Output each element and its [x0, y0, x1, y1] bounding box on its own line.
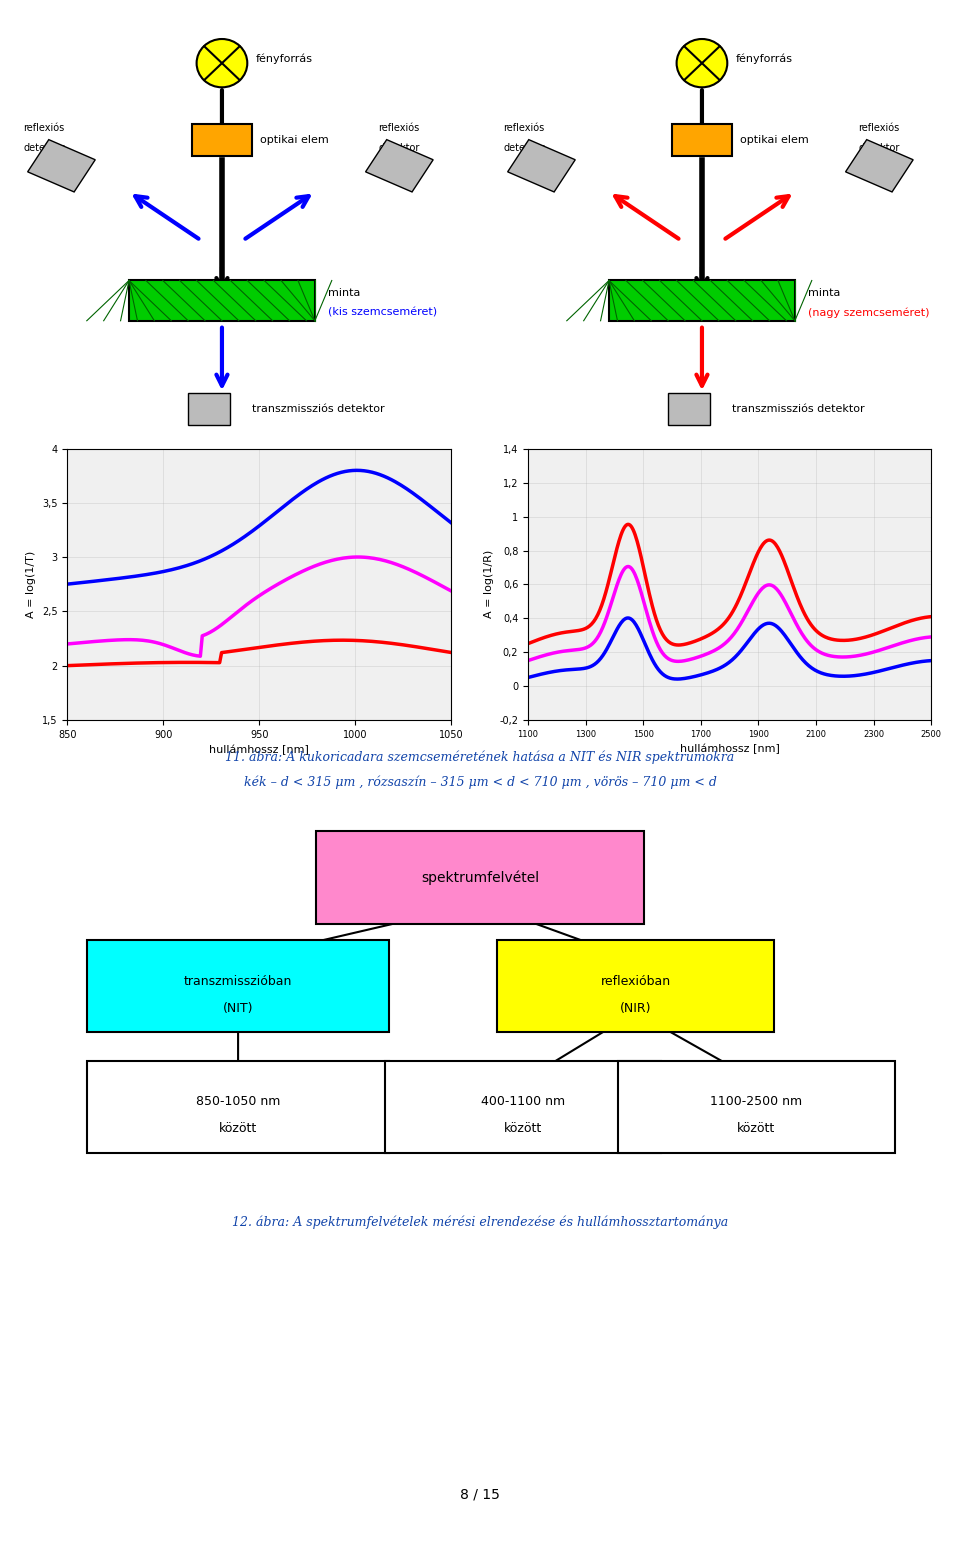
FancyBboxPatch shape — [188, 393, 230, 426]
FancyBboxPatch shape — [618, 1060, 895, 1153]
Text: detektor: detektor — [23, 142, 64, 153]
Text: transzmissziós detektor: transzmissziós detektor — [252, 404, 384, 415]
Text: 12. ábra: A spektrumfelvételek mérési elrendezése és hullámhossztartománya: 12. ábra: A spektrumfelvételek mérési el… — [232, 1215, 728, 1229]
Text: 1100-2500 nm: 1100-2500 nm — [710, 1096, 803, 1108]
Y-axis label: A = log(1/R): A = log(1/R) — [484, 550, 493, 619]
Text: detektor: detektor — [503, 142, 544, 153]
Text: kék – d < 315 μm , rózsaszín – 315 μm < d < 710 μm , vörös – 710 μm < d: kék – d < 315 μm , rózsaszín – 315 μm < … — [244, 776, 716, 789]
FancyBboxPatch shape — [86, 1060, 390, 1153]
Text: 400-1100 nm: 400-1100 nm — [481, 1096, 565, 1108]
Circle shape — [677, 39, 728, 87]
Text: között: között — [504, 1122, 542, 1135]
Text: reflexiós: reflexiós — [23, 122, 64, 133]
FancyBboxPatch shape — [129, 280, 315, 320]
Text: (nagy szemcseméret): (nagy szemcseméret) — [807, 308, 929, 317]
Polygon shape — [846, 139, 913, 192]
Polygon shape — [366, 139, 433, 192]
Text: detektor: detektor — [858, 142, 900, 153]
Text: transzmisszióban: transzmisszióban — [184, 975, 292, 988]
Text: fényforrás: fényforrás — [255, 54, 313, 65]
Text: optikai elem: optikai elem — [740, 135, 808, 144]
Text: között: között — [219, 1122, 257, 1135]
FancyBboxPatch shape — [385, 1060, 661, 1153]
X-axis label: hullámhossz [nm]: hullámhossz [nm] — [209, 745, 309, 755]
Polygon shape — [508, 139, 575, 192]
Circle shape — [197, 39, 248, 87]
FancyBboxPatch shape — [316, 831, 644, 924]
FancyBboxPatch shape — [668, 393, 710, 426]
Text: minta: minta — [327, 288, 360, 297]
Text: reflexióban: reflexióban — [600, 975, 671, 988]
Text: reflexiós: reflexiós — [858, 122, 900, 133]
Text: (NIT): (NIT) — [223, 1002, 253, 1014]
FancyBboxPatch shape — [672, 124, 732, 156]
FancyBboxPatch shape — [192, 124, 252, 156]
Text: 11. ábra: A kukoricadara szemcseméretének hatása a NIT és NIR spektrumokra: 11. ábra: A kukoricadara szemcseméreténe… — [226, 751, 734, 765]
Text: között: között — [737, 1122, 776, 1135]
Text: spektrumfelvétel: spektrumfelvétel — [420, 870, 540, 884]
Text: (NIR): (NIR) — [620, 1002, 651, 1014]
Text: reflexiós: reflexiós — [378, 122, 420, 133]
Text: detektor: detektor — [378, 142, 420, 153]
Text: optikai elem: optikai elem — [260, 135, 328, 144]
Polygon shape — [28, 139, 95, 192]
Text: fényforrás: fényforrás — [735, 54, 793, 65]
Text: transzmissziós detektor: transzmissziós detektor — [732, 404, 864, 415]
Text: 8 / 15: 8 / 15 — [460, 1488, 500, 1502]
FancyBboxPatch shape — [86, 940, 390, 1033]
Text: 850-1050 nm: 850-1050 nm — [196, 1096, 280, 1108]
FancyBboxPatch shape — [609, 280, 795, 320]
Text: (kis szemcseméret): (kis szemcseméret) — [327, 308, 437, 317]
Text: minta: minta — [807, 288, 840, 297]
Y-axis label: A = log(1/T): A = log(1/T) — [26, 551, 36, 618]
X-axis label: hullámhossz [nm]: hullámhossz [nm] — [680, 745, 780, 754]
FancyBboxPatch shape — [497, 940, 774, 1033]
Text: reflexiós: reflexiós — [503, 122, 544, 133]
